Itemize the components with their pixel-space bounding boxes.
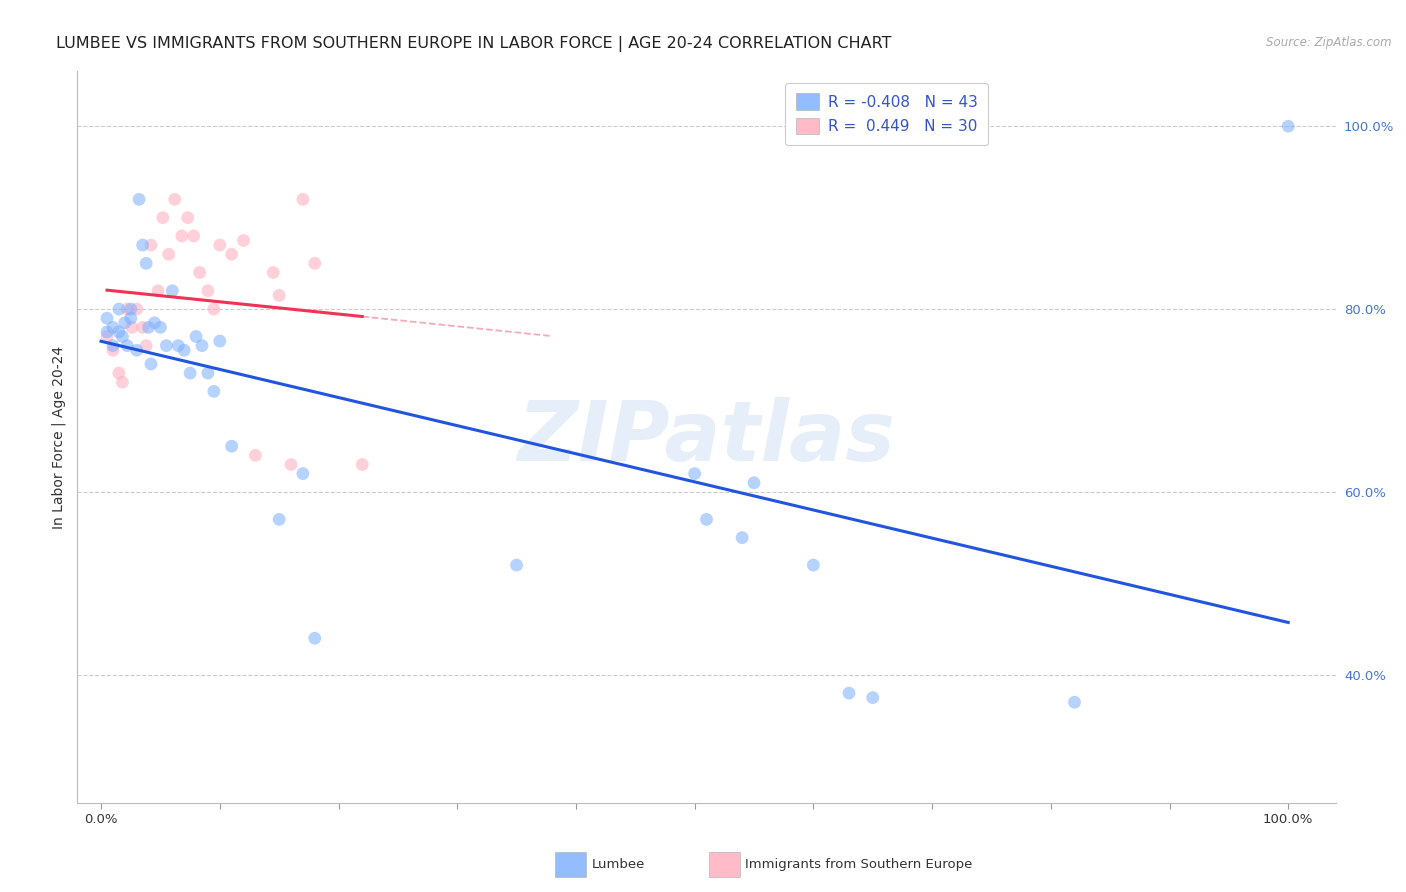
Point bbox=[304, 256, 326, 270]
Point bbox=[120, 301, 142, 317]
Point bbox=[111, 329, 134, 343]
Point bbox=[862, 690, 884, 705]
Point bbox=[269, 288, 291, 302]
Text: Immigrants from Southern Europe: Immigrants from Southern Europe bbox=[745, 858, 973, 871]
Point bbox=[96, 311, 118, 326]
Point bbox=[139, 238, 162, 252]
Point bbox=[280, 458, 302, 472]
Point bbox=[177, 211, 200, 225]
Point bbox=[157, 247, 180, 261]
Point bbox=[291, 467, 314, 481]
Point bbox=[304, 632, 326, 646]
Point bbox=[131, 238, 153, 252]
Point bbox=[505, 558, 527, 573]
Point bbox=[121, 320, 143, 334]
Point bbox=[128, 193, 150, 207]
Point bbox=[114, 316, 136, 330]
Point bbox=[101, 343, 124, 358]
Point bbox=[221, 247, 243, 261]
Point bbox=[120, 311, 142, 326]
Point bbox=[1277, 120, 1299, 134]
Point bbox=[191, 339, 214, 353]
Point bbox=[152, 211, 174, 225]
Point bbox=[108, 366, 131, 380]
Point bbox=[167, 339, 190, 353]
Point bbox=[108, 325, 131, 339]
Point bbox=[202, 301, 225, 317]
Point bbox=[115, 339, 138, 353]
Point bbox=[131, 320, 153, 334]
Point bbox=[155, 339, 177, 353]
Point bbox=[96, 325, 118, 339]
Point bbox=[683, 467, 706, 481]
Point bbox=[170, 228, 193, 243]
Point bbox=[108, 301, 131, 317]
Point bbox=[731, 531, 754, 545]
Text: Source: ZipAtlas.com: Source: ZipAtlas.com bbox=[1267, 36, 1392, 49]
Point bbox=[291, 193, 314, 207]
Point bbox=[125, 343, 148, 358]
Point bbox=[838, 686, 860, 700]
Point bbox=[149, 320, 172, 334]
Point bbox=[139, 357, 162, 371]
Text: Lumbee: Lumbee bbox=[592, 858, 645, 871]
Point bbox=[143, 316, 166, 330]
Legend: R = -0.408   N = 43, R =  0.449   N = 30: R = -0.408 N = 43, R = 0.449 N = 30 bbox=[785, 83, 988, 145]
Y-axis label: In Labor Force | Age 20-24: In Labor Force | Age 20-24 bbox=[51, 345, 66, 529]
Point bbox=[696, 512, 718, 526]
Point bbox=[101, 339, 124, 353]
Point bbox=[208, 334, 231, 348]
Point bbox=[146, 284, 169, 298]
Point bbox=[183, 228, 205, 243]
Point bbox=[138, 320, 160, 334]
Point bbox=[135, 339, 157, 353]
Point bbox=[232, 234, 254, 248]
Point bbox=[742, 475, 765, 490]
Point bbox=[96, 329, 118, 343]
Point bbox=[1063, 695, 1085, 709]
Point bbox=[221, 439, 243, 453]
Point bbox=[179, 366, 201, 380]
Text: LUMBEE VS IMMIGRANTS FROM SOUTHERN EUROPE IN LABOR FORCE | AGE 20-24 CORRELATION: LUMBEE VS IMMIGRANTS FROM SOUTHERN EUROP… bbox=[56, 36, 891, 52]
Text: ZIPatlas: ZIPatlas bbox=[517, 397, 896, 477]
Point bbox=[125, 301, 148, 317]
Point bbox=[135, 256, 157, 270]
Point bbox=[801, 558, 824, 573]
Point bbox=[111, 376, 134, 390]
Point bbox=[208, 238, 231, 252]
Point bbox=[262, 266, 284, 280]
Point bbox=[188, 266, 211, 280]
Point bbox=[197, 284, 219, 298]
Point bbox=[115, 301, 138, 317]
Point bbox=[197, 366, 219, 380]
Point bbox=[202, 384, 225, 399]
Point bbox=[269, 512, 291, 526]
Point bbox=[101, 320, 124, 334]
Point bbox=[163, 193, 186, 207]
Point bbox=[162, 284, 184, 298]
Point bbox=[352, 458, 374, 472]
Point bbox=[245, 449, 267, 463]
Point bbox=[184, 329, 207, 343]
Point bbox=[173, 343, 195, 358]
